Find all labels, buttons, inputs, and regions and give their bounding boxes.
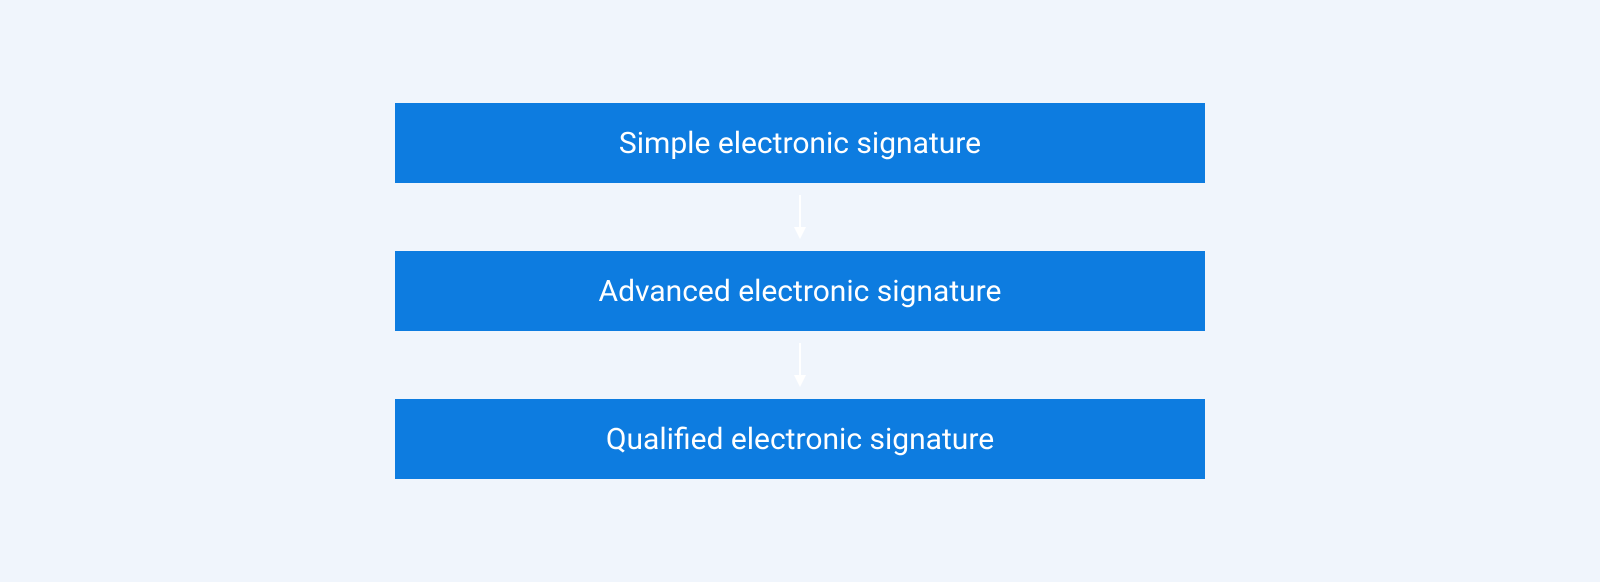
arrow-down-icon <box>792 331 808 399</box>
level-label: Advanced electronic signature <box>599 274 1002 309</box>
level-box-advanced: Advanced electronic signature <box>395 251 1205 331</box>
level-label: Qualified electronic signature <box>606 422 994 457</box>
level-box-simple: Simple electronic signature <box>395 103 1205 183</box>
signature-levels-diagram: Simple electronic signature Advanced ele… <box>395 103 1205 479</box>
arrow-down-icon <box>792 183 808 251</box>
level-label: Simple electronic signature <box>619 126 981 161</box>
level-box-qualified: Qualified electronic signature <box>395 399 1205 479</box>
